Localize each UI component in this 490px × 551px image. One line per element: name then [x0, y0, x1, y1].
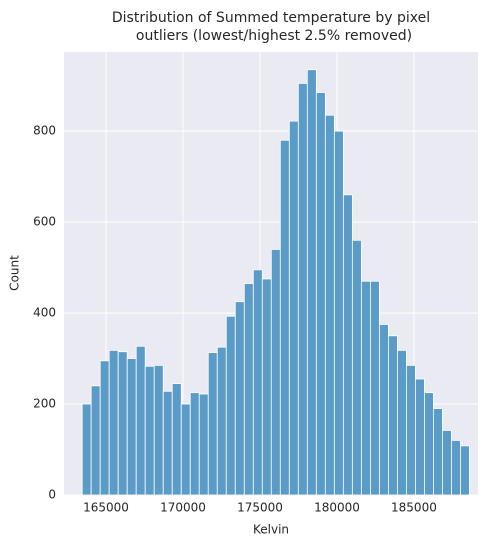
- x-tick-label: 165000: [83, 501, 129, 515]
- x-tick-label: 180000: [314, 501, 360, 515]
- bar: [225, 315, 236, 496]
- bar: [81, 403, 92, 496]
- y-tick-label: 200: [33, 397, 56, 411]
- bar: [324, 114, 335, 496]
- bar: [351, 239, 362, 496]
- bar: [216, 346, 227, 496]
- bar: [397, 349, 407, 496]
- bar: [333, 130, 344, 496]
- chart-title: Distribution of Summed temperature by pi…: [112, 10, 430, 26]
- bar: [306, 69, 317, 496]
- bar: [189, 392, 200, 496]
- bar: [270, 248, 281, 496]
- bar: [207, 352, 218, 496]
- bar: [117, 351, 128, 496]
- bar: [433, 408, 443, 496]
- bar: [415, 378, 425, 496]
- chart-title: outliers (lowest/highest 2.5% removed): [136, 28, 412, 44]
- bars: [81, 69, 470, 496]
- bar: [162, 390, 173, 496]
- x-tick-label: 185000: [391, 501, 437, 515]
- bar: [406, 364, 416, 496]
- bar: [279, 139, 290, 496]
- bar: [261, 278, 272, 496]
- bar: [144, 365, 155, 496]
- bar: [99, 360, 110, 496]
- bar: [378, 324, 389, 496]
- bar: [171, 383, 182, 496]
- bar: [90, 385, 101, 496]
- bar: [243, 283, 254, 496]
- bar: [387, 335, 398, 496]
- y-tick-label: 400: [33, 306, 56, 320]
- bar: [442, 430, 452, 496]
- x-axis-label: Kelvin: [253, 523, 289, 537]
- x-tick-label: 170000: [160, 501, 206, 515]
- bar: [297, 82, 308, 496]
- bar: [315, 92, 326, 496]
- bar: [252, 269, 263, 496]
- bar: [460, 445, 470, 496]
- y-axis-label: Count: [8, 255, 22, 291]
- bar: [424, 392, 434, 496]
- y-tick-label: 0: [48, 488, 56, 502]
- bar: [198, 393, 209, 496]
- bar: [451, 440, 461, 496]
- bar: [360, 280, 371, 496]
- y-tick-label: 800: [33, 124, 56, 138]
- bar: [135, 345, 146, 496]
- bar: [288, 120, 299, 496]
- bar: [234, 301, 245, 496]
- x-tick-label: 175000: [237, 501, 283, 515]
- y-tick-label: 600: [33, 215, 56, 229]
- bar: [126, 358, 137, 496]
- bar: [108, 349, 119, 496]
- bar: [180, 403, 191, 496]
- bar: [369, 280, 380, 496]
- bar: [342, 194, 353, 496]
- bar: [153, 364, 164, 496]
